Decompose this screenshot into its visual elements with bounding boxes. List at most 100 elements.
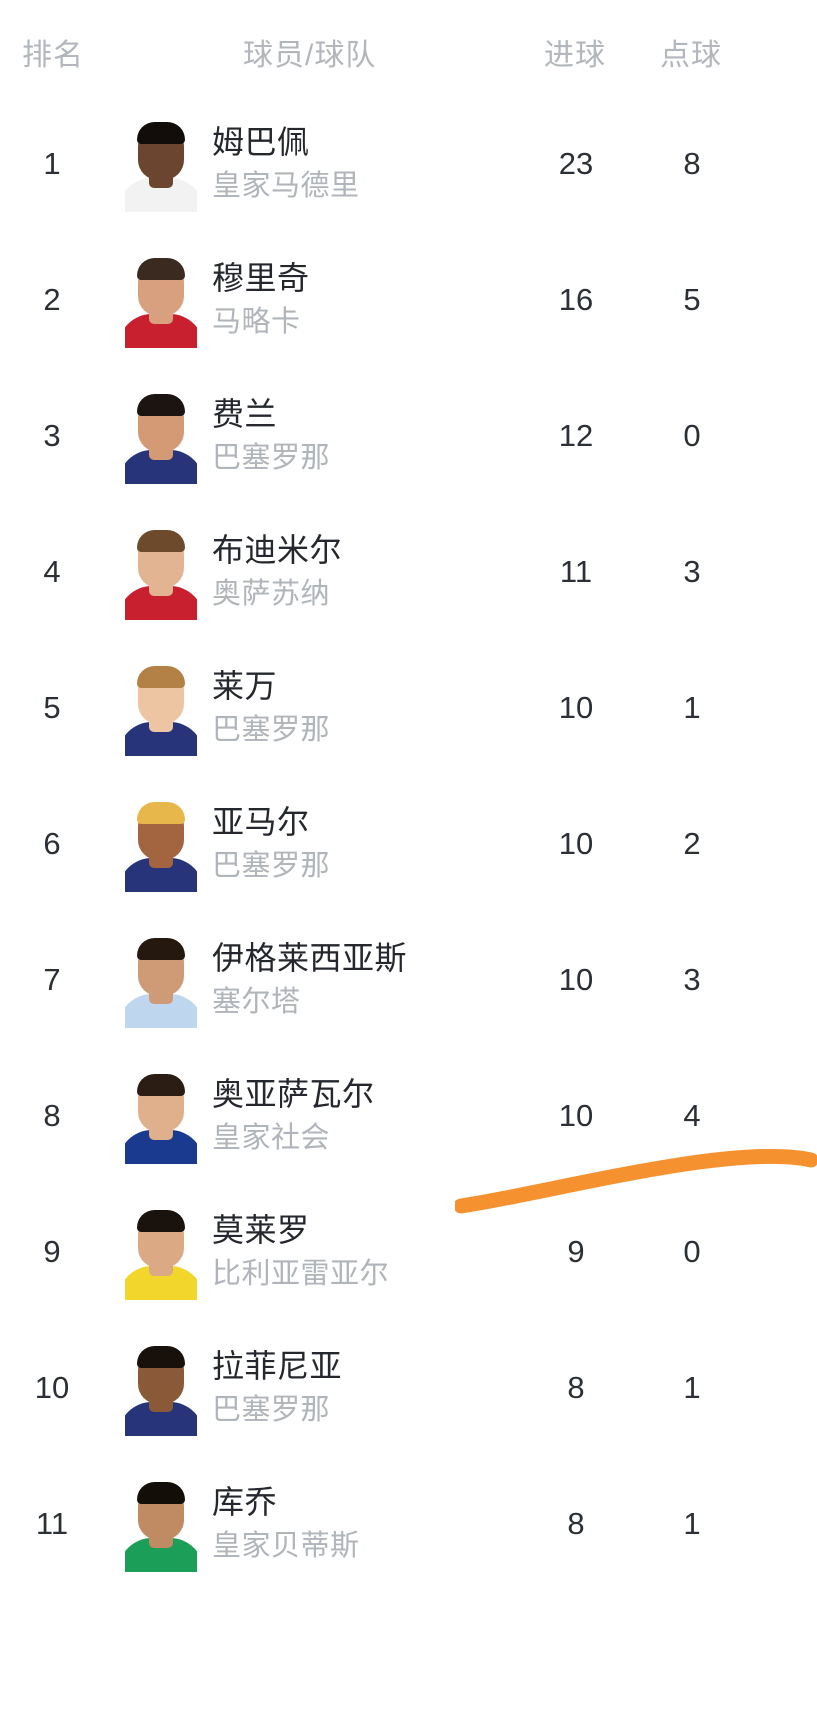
player-name: 奥亚萨瓦尔 (212, 1076, 375, 1113)
player-photo-muriqi (125, 252, 197, 348)
avatar (122, 1320, 200, 1456)
player-name: 布迪米尔 (212, 532, 343, 569)
player-name: 姆巴佩 (212, 124, 310, 161)
team-name: 塞尔塔 (212, 986, 301, 1019)
player-cell: 亚马尔 巴塞罗那 (212, 776, 532, 912)
player-photo-mbappe (125, 116, 197, 212)
team-name: 皇家贝蒂斯 (212, 1530, 360, 1563)
goals-value: 10 (558, 826, 594, 861)
player-cell: 莱万 巴塞罗那 (212, 640, 532, 776)
scorer-list: 1 姆巴佩 皇家马德里 23 8 2 穆里奇 马略卡 16 5 3 费兰 巴塞罗那 12 0 4 布迪米尔 奥萨苏… (0, 96, 817, 1592)
penalties-value: 4 (683, 1098, 701, 1133)
rank-value: 3 (43, 418, 61, 453)
goals-value: 10 (558, 690, 594, 725)
goals-value: 12 (558, 418, 594, 453)
player-name: 库乔 (212, 1484, 278, 1521)
player-cell: 莫莱罗 比利亚雷亚尔 (212, 1184, 532, 1320)
team-name: 奥萨苏纳 (212, 578, 331, 611)
player-name: 莫莱罗 (212, 1212, 310, 1249)
avatar (122, 504, 200, 640)
team-name: 皇家马德里 (212, 170, 360, 203)
table-row[interactable]: 10 拉菲尼亚巴塞罗那 8 1 (0, 1320, 817, 1456)
player-name: 费兰 (212, 396, 278, 433)
player-cell: 穆里奇 马略卡 (212, 232, 532, 368)
rank-value: 7 (43, 962, 61, 997)
penalties-value: 3 (683, 554, 701, 589)
team-name: 巴塞罗那 (212, 1394, 331, 1427)
table-row[interactable]: 7 伊格莱西亚斯 塞尔塔 10 3 (0, 912, 817, 1048)
avatar (122, 368, 200, 504)
player-photo-raphinha (125, 1340, 197, 1436)
goals-value: 11 (559, 554, 593, 589)
goals-value: 9 (567, 1234, 585, 1269)
rank-value: 6 (43, 826, 61, 861)
team-name: 巴塞罗那 (212, 714, 331, 747)
table-row[interactable]: 2 穆里奇马略卡 16 5 (0, 232, 817, 368)
player-photo-cucho (125, 1476, 197, 1572)
player-cell: 库乔 皇家贝蒂斯 (212, 1456, 532, 1592)
column-header-goals: 进球 (544, 39, 606, 72)
player-cell: 伊格莱西亚斯 塞尔塔 (212, 912, 532, 1048)
player-photo-moleiro (125, 1204, 197, 1300)
avatar (122, 232, 200, 368)
table-row[interactable]: 3 费兰巴塞罗那 12 0 (0, 368, 817, 504)
avatar (122, 912, 200, 1048)
rank-value: 1 (43, 146, 61, 181)
rank-value: 4 (43, 554, 61, 589)
avatar (122, 640, 200, 776)
table-row[interactable]: 11 库乔皇家贝蒂斯 8 1 (0, 1456, 817, 1592)
table-row[interactable]: 8 奥亚萨瓦尔皇家社会 10 4 (0, 1048, 817, 1184)
table-row[interactable]: 6 亚马尔巴塞罗那 10 2 (0, 776, 817, 912)
penalties-value: 3 (683, 962, 701, 997)
player-cell: 费兰 巴塞罗那 (212, 368, 532, 504)
player-cell: 姆巴佩 皇家马德里 (212, 96, 532, 232)
penalties-value: 0 (683, 418, 701, 453)
penalties-value: 5 (683, 282, 701, 317)
table-row[interactable]: 9 莫莱罗比利亚雷亚尔 9 0 (0, 1184, 817, 1320)
column-header-penalties: 点球 (660, 39, 722, 72)
table-row[interactable]: 4 布迪米尔奥萨苏纳 11 3 (0, 504, 817, 640)
goals-value: 8 (567, 1370, 585, 1405)
penalties-value: 1 (683, 1370, 701, 1405)
team-name: 巴塞罗那 (212, 850, 331, 883)
penalties-value: 2 (683, 826, 701, 861)
goals-value: 10 (558, 1098, 594, 1133)
penalties-value: 8 (683, 146, 701, 181)
column-header-player-team: 球员/球队 (243, 39, 377, 72)
rank-value: 10 (34, 1370, 70, 1405)
table-row[interactable]: 5 莱万 巴塞罗那 10 1 (0, 640, 817, 776)
team-name: 比利亚雷亚尔 (212, 1258, 390, 1291)
table-row[interactable]: 1 姆巴佩皇家马德里 23 8 (0, 96, 817, 232)
rank-value: 9 (43, 1234, 61, 1269)
player-cell: 布迪米尔 奥萨苏纳 (212, 504, 532, 640)
player-cell: 奥亚萨瓦尔 皇家社会 (212, 1048, 532, 1184)
player-name: 伊格莱西亚斯 (212, 940, 408, 977)
goals-value: 23 (558, 146, 594, 181)
player-photo-lewandowski (125, 660, 197, 756)
team-name: 皇家社会 (212, 1122, 331, 1155)
penalties-value: 0 (683, 1234, 701, 1269)
penalties-value: 1 (683, 1506, 701, 1541)
avatar (122, 1184, 200, 1320)
player-cell: 拉菲尼亚 巴塞罗那 (212, 1320, 532, 1456)
avatar (122, 1456, 200, 1592)
column-header-rank: 排名 (22, 39, 84, 72)
avatar (122, 776, 200, 912)
team-name: 马略卡 (212, 306, 301, 339)
player-name: 莱万 (212, 668, 278, 705)
goals-value: 16 (558, 282, 594, 317)
goals-value: 8 (567, 1506, 585, 1541)
team-name: 巴塞罗那 (212, 442, 331, 475)
player-photo-ferran (125, 388, 197, 484)
player-name: 亚马尔 (212, 804, 310, 841)
player-name: 拉菲尼亚 (212, 1348, 343, 1385)
table-header: 排名 球员/球队 进球 点球 (0, 0, 817, 96)
penalties-value: 1 (683, 690, 701, 725)
rank-value: 2 (43, 282, 61, 317)
player-name: 穆里奇 (212, 260, 310, 297)
rank-value: 8 (43, 1098, 61, 1133)
player-photo-yamal (125, 796, 197, 892)
rank-value: 11 (35, 1506, 69, 1541)
avatar (122, 96, 200, 232)
